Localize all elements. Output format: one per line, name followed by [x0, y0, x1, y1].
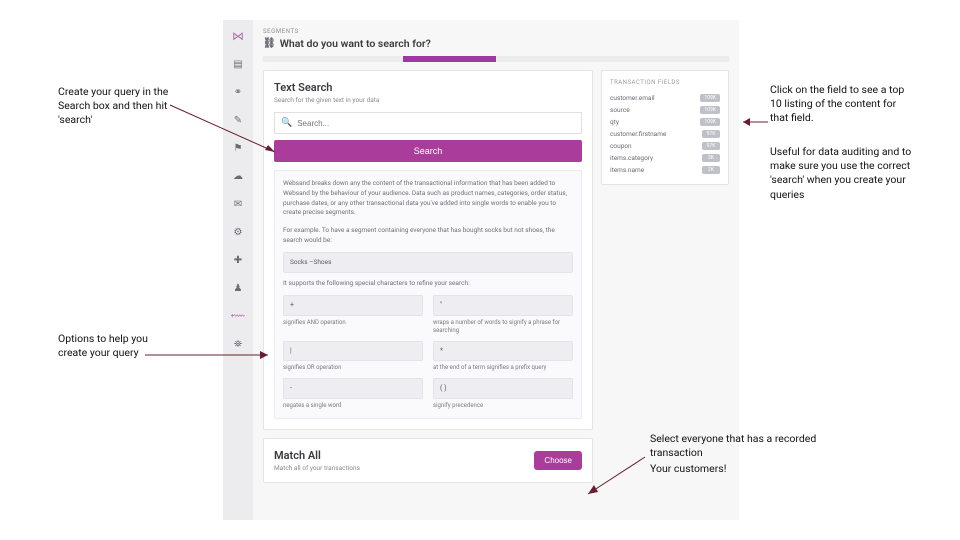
- op-phrase-desc: wraps a number of words to signify a phr…: [433, 319, 573, 335]
- page-title: ⛓ What do you want to search for?: [263, 37, 729, 50]
- field-label: source: [610, 106, 630, 114]
- page-title-icon: ⛓: [263, 38, 276, 49]
- breadcrumb: SEGMENTS: [263, 28, 729, 35]
- text-search-subtitle: Search for the given text in your data: [274, 96, 582, 104]
- annotation-fields-2: Useful for data auditing and to make sur…: [770, 145, 915, 202]
- sidebar-logo[interactable]: ⋈: [228, 26, 248, 46]
- arrow-fields: [738, 115, 773, 130]
- left-column: Text Search Search for the given text in…: [263, 70, 593, 491]
- search-button[interactable]: Search: [274, 140, 582, 162]
- op-and-desc: signifies AND operation: [283, 319, 423, 327]
- sidebar-item-user[interactable]: ♟: [228, 278, 248, 298]
- op-not-symbol: -: [283, 378, 423, 399]
- search-icon: 🔍: [281, 118, 292, 128]
- field-badge: 109K: [700, 118, 720, 126]
- op-not: - negates a single word: [283, 378, 423, 410]
- help-p1: Websand breaks down any the content of t…: [283, 179, 573, 218]
- search-row: 🔍: [274, 112, 582, 134]
- field-label: customer.email: [610, 94, 655, 102]
- op-or-symbol: |: [283, 341, 423, 362]
- field-customer-firstname[interactable]: customer.firstname 97K: [610, 128, 720, 140]
- op-or-desc: signifies OR operation: [283, 364, 423, 372]
- field-badge: 3K: [702, 154, 720, 162]
- help-p2: For example. To have a segment containin…: [283, 226, 573, 246]
- op-prefix-symbol: *: [433, 341, 573, 362]
- annotation-fields-1: Click on the field to see a top 10 listi…: [770, 83, 910, 126]
- sidebar-item-settings[interactable]: ⚙: [228, 222, 248, 242]
- field-customer-email[interactable]: customer.email 109K: [610, 92, 720, 104]
- sidebar-item-add[interactable]: ✚: [228, 250, 248, 270]
- field-badge: 97K: [702, 142, 720, 150]
- sidebar-item-segments[interactable]: ⬳: [228, 306, 248, 326]
- page-title-text: What do you want to search for?: [280, 37, 431, 50]
- match-all-subtitle: Match all of your transactions: [274, 464, 360, 472]
- op-not-desc: negates a single word: [283, 402, 423, 410]
- sidebar-item-flag[interactable]: ⚑: [228, 138, 248, 158]
- op-and-symbol: +: [283, 295, 423, 316]
- help-block: Websand breaks down any the content of t…: [274, 170, 582, 419]
- fields-title: TRANSACTION FIELDS: [610, 79, 720, 86]
- field-label: items.name: [610, 166, 644, 174]
- field-label: customer.firstname: [610, 130, 666, 138]
- field-items-category[interactable]: items.category 3K: [610, 152, 720, 164]
- op-phrase-symbol: ": [433, 295, 573, 316]
- op-prefix: * at the end of a term signifies a prefi…: [433, 341, 573, 373]
- help-p3: It supports the following special charac…: [283, 279, 573, 289]
- op-and: + signifies AND operation: [283, 295, 423, 335]
- annotation-matchall-2: Your customers!: [650, 462, 820, 476]
- op-or: | signifies OR operation: [283, 341, 423, 373]
- field-badge: 109K: [700, 106, 720, 114]
- progress-fill: [403, 56, 496, 62]
- field-badge: 109K: [700, 94, 720, 102]
- field-items-name[interactable]: items.name 2K: [610, 164, 720, 176]
- transaction-fields-card: TRANSACTION FIELDS customer.email 109K s…: [601, 70, 729, 185]
- match-all-card: Match All Match all of your transactions…: [263, 438, 593, 483]
- right-column: TRANSACTION FIELDS customer.email 109K s…: [601, 70, 729, 491]
- field-source[interactable]: source 109K: [610, 104, 720, 116]
- op-group: ( ) signify precedence: [433, 378, 573, 410]
- op-phrase: " wraps a number of words to signify a p…: [433, 295, 573, 335]
- op-group-desc: signify precedence: [433, 402, 573, 410]
- text-search-card: Text Search Search for the given text in…: [263, 70, 593, 430]
- match-all-title: Match All: [274, 449, 360, 462]
- progress-bar: [263, 56, 729, 62]
- field-coupon[interactable]: coupon 97K: [610, 140, 720, 152]
- annotation-matchall-1: Select everyone that has a recorded tran…: [650, 432, 820, 460]
- sidebar-item-audience[interactable]: ⚭: [228, 82, 248, 102]
- content-columns: Text Search Search for the given text in…: [263, 70, 729, 491]
- sidebar: ⋈ ▤ ⚭ ✎ ⚑ ☁ ✉ ⚙ ✚ ♟ ⬳ ⛯: [223, 20, 253, 520]
- field-badge: 2K: [702, 166, 720, 174]
- annotation-search: Create your query in the Search box and …: [58, 85, 173, 128]
- search-input[interactable]: [297, 119, 575, 128]
- sidebar-item-cloud[interactable]: ☁: [228, 166, 248, 186]
- choose-button[interactable]: Choose: [534, 451, 582, 470]
- sidebar-item-dashboard[interactable]: ▤: [228, 54, 248, 74]
- op-prefix-desc: at the end of a term signifies a prefix …: [433, 364, 573, 372]
- annotation-options: Options to help you create your query: [58, 332, 158, 360]
- operators-grid: + signifies AND operation " wraps a numb…: [283, 295, 573, 410]
- sidebar-item-mail[interactable]: ✉: [228, 194, 248, 214]
- example-box: Socks –Shoes: [283, 252, 573, 274]
- field-label: qty: [610, 118, 619, 126]
- text-search-title: Text Search: [274, 81, 582, 94]
- field-label: items.category: [610, 154, 653, 162]
- field-badge: 97K: [702, 130, 720, 138]
- field-label: coupon: [610, 142, 632, 150]
- op-group-symbol: ( ): [433, 378, 573, 399]
- sidebar-item-edit[interactable]: ✎: [228, 110, 248, 130]
- sidebar-item-admin[interactable]: ⛯: [228, 334, 248, 354]
- field-qty[interactable]: qty 109K: [610, 116, 720, 128]
